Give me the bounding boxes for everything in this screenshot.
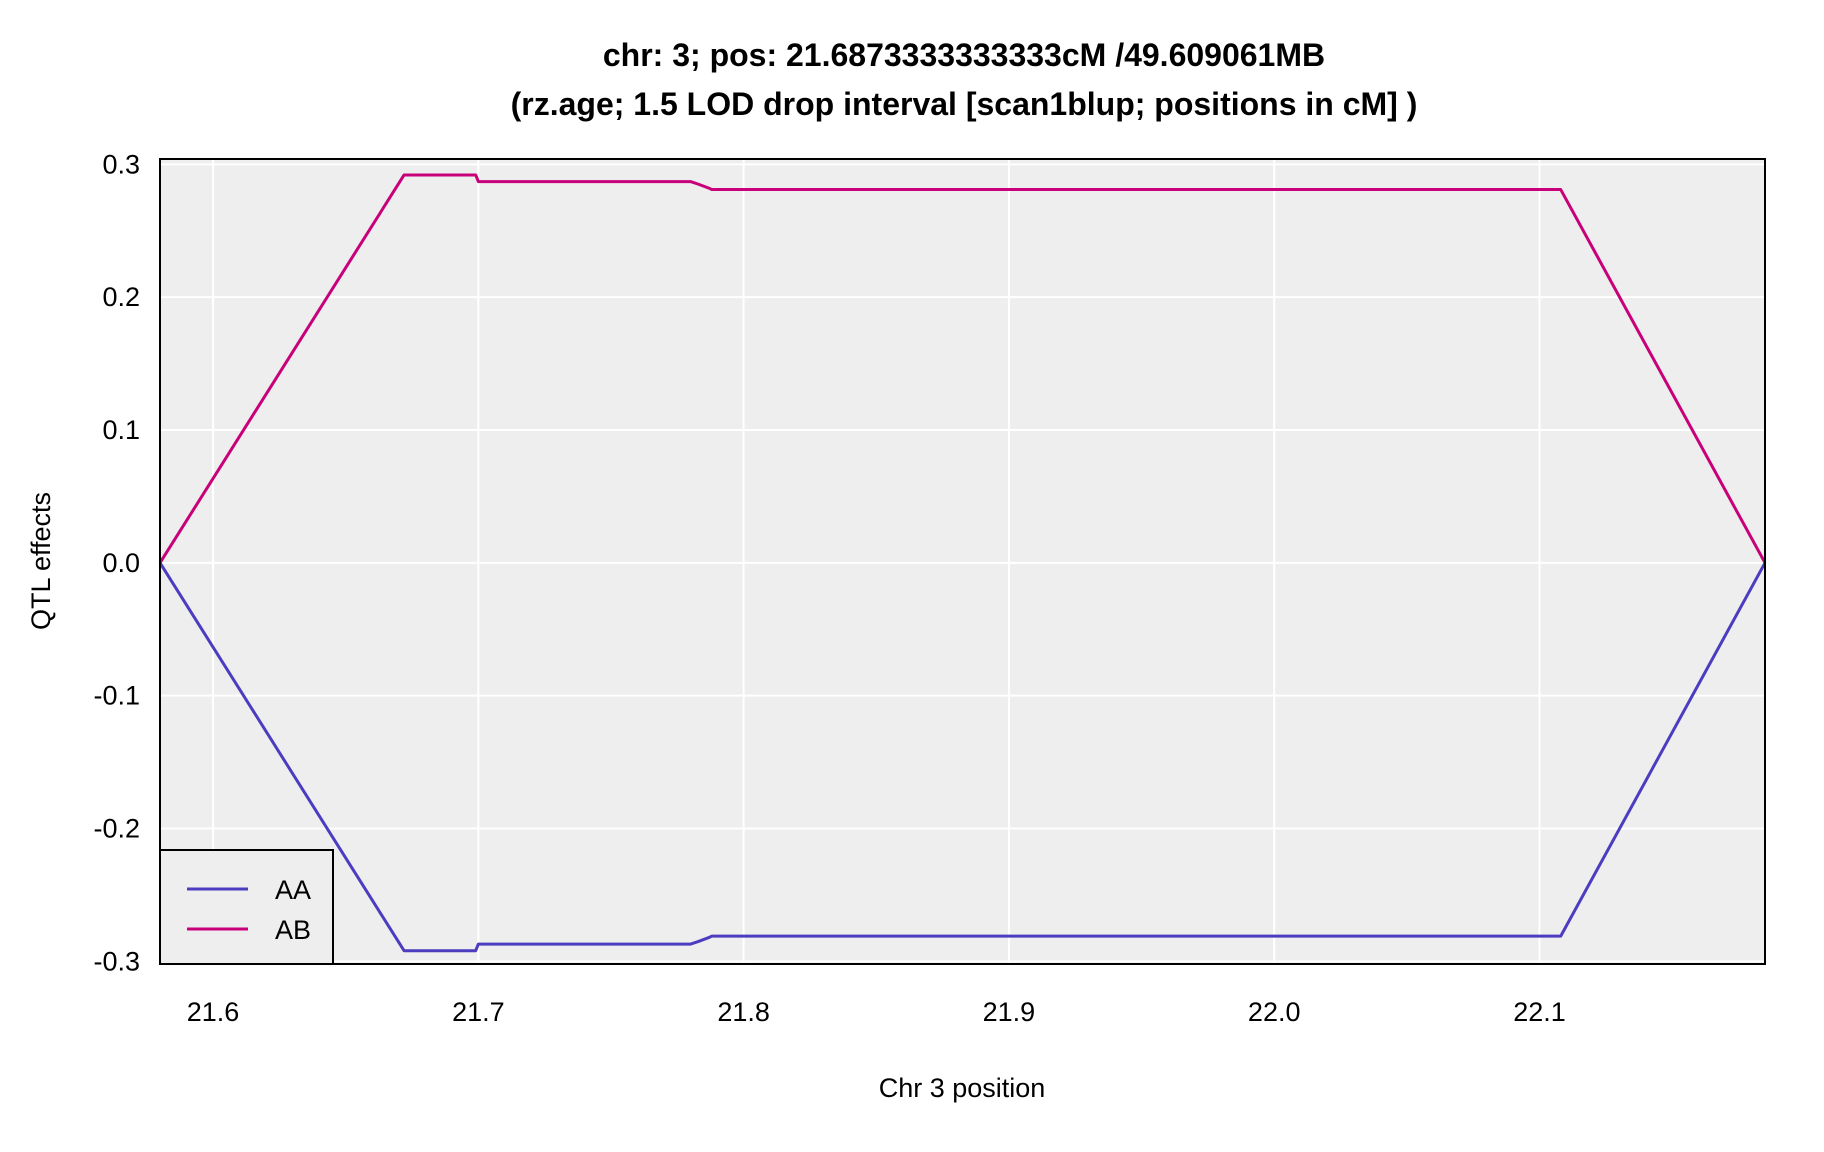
y-tick-label: 0.2 <box>102 282 140 312</box>
series-lines <box>158 173 1767 953</box>
x-tick-label: 21.9 <box>983 997 1036 1027</box>
plot-frame <box>159 158 1766 965</box>
y-tick-label: 0.0 <box>102 548 140 578</box>
y-tick-label: 0.1 <box>102 415 140 445</box>
y-tick-label: 0.3 <box>102 149 140 179</box>
legend-label-aa: AA <box>275 875 311 905</box>
legend-box <box>159 849 334 965</box>
x-axis-ticks: 21.6 21.7 21.8 21.9 22.0 22.1 <box>187 997 1566 1027</box>
plot-background <box>160 159 1765 964</box>
y-tick-label: -0.3 <box>93 946 140 976</box>
x-tick-label: 21.7 <box>452 997 505 1027</box>
chart-title: chr: 3; pos: 21.6873333333333cM /49.6090… <box>603 37 1325 73</box>
legend: AA AB <box>159 849 334 965</box>
x-tick-label: 22.1 <box>1513 997 1566 1027</box>
x-axis-label: Chr 3 position <box>879 1073 1046 1103</box>
legend-items: AA AB <box>187 875 311 945</box>
y-tick-label: -0.1 <box>93 681 140 711</box>
x-tick-label: 21.8 <box>717 997 770 1027</box>
x-tick-label: 22.0 <box>1248 997 1301 1027</box>
series-line-ab <box>158 173 1767 564</box>
series-line-aa <box>158 562 1767 953</box>
y-axis-ticks: 0.3 0.2 0.1 0.0 -0.1 -0.2 -0.3 <box>93 149 140 976</box>
y-tick-label: -0.2 <box>93 814 140 844</box>
grid-lines <box>160 159 1765 964</box>
chart-subtitle: (rz.age; 1.5 LOD drop interval [scan1blu… <box>511 86 1418 122</box>
legend-label-ab: AB <box>275 915 311 945</box>
x-tick-label: 21.6 <box>187 997 240 1027</box>
y-axis-label: QTL effects <box>26 492 56 630</box>
